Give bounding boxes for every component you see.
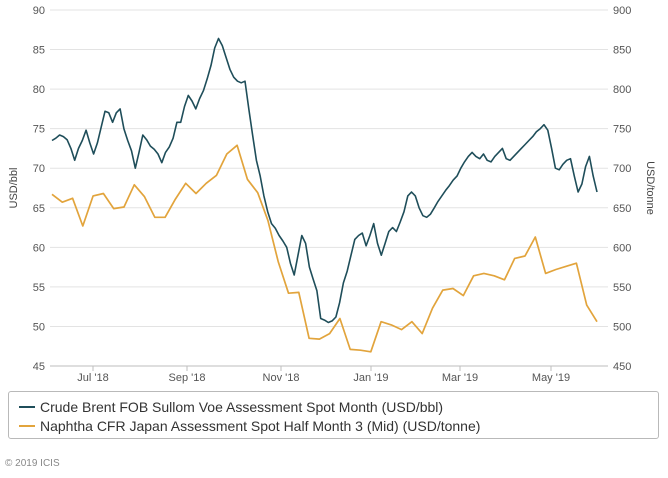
y-axis-left-ticks: 45 50 55 60 65 70 75 80 85 90	[33, 5, 45, 373]
y-axis-left-title: USD/bbl	[8, 168, 20, 209]
y-tick-label-right: 750	[613, 124, 631, 136]
y-tick-label-right: 600	[613, 242, 631, 254]
y-tick-label-right: 800	[613, 84, 631, 96]
y-tick-label-left: 85	[33, 45, 45, 57]
y-tick-label-right: 450	[613, 361, 631, 373]
legend: Crude Brent FOB Sullom Voe Assessment Sp…	[8, 391, 659, 439]
y-axis-right-title: USD/tonne	[644, 161, 656, 215]
y-tick-label-left: 75	[33, 124, 45, 136]
x-tick-label: Mar '19	[442, 372, 478, 384]
y-tick-label-right: 850	[613, 45, 631, 57]
x-axis-ticks: Jul '18 Sep '18 Nov '18 Jan '19 Mar '19 May '…	[77, 366, 570, 384]
copyright: © 2019 ICIS	[5, 458, 60, 469]
legend-item-naphtha[interactable]: Naphtha CFR Japan Assessment Spot Half M…	[19, 417, 480, 435]
y-tick-label-left: 65	[33, 203, 45, 215]
y-tick-label-right: 700	[613, 163, 631, 175]
y-tick-label-right: 550	[613, 282, 631, 294]
x-tick-label: May '19	[532, 372, 570, 384]
x-tick-label: Nov '18	[263, 372, 300, 384]
y-tick-label-left: 90	[33, 5, 45, 17]
y-tick-label-right: 650	[613, 203, 631, 215]
y-tick-label-right: 500	[613, 321, 631, 333]
legend-label-crude-brent: Crude Brent FOB Sullom Voe Assessment Sp…	[40, 399, 444, 415]
y-tick-label-left: 50	[33, 321, 45, 333]
legend-swatch-crude-brent	[19, 406, 35, 408]
legend-swatch-naphtha	[19, 425, 35, 427]
y-axis-right-ticks: 450 500 550 600 650 700 750 800 850 900	[613, 5, 631, 373]
x-tick-label: Jan '19	[353, 372, 388, 384]
y-tick-label-left: 45	[33, 361, 45, 373]
line-chart: 45 50 55 60 65 70 75 80 85 90 450 500 550 600 650 700 7…	[8, 5, 656, 384]
series-line-naphtha	[51, 144, 598, 353]
x-tick-label: Jul '18	[77, 372, 108, 384]
x-tick-label: Sep '18	[169, 372, 206, 384]
y-tick-label-left: 70	[33, 163, 45, 175]
series-line-crude-brent	[51, 37, 598, 324]
grid-lines	[50, 9, 608, 367]
legend-label-naphtha: Naphtha CFR Japan Assessment Spot Half M…	[40, 418, 481, 434]
series-lines	[51, 37, 598, 353]
y-tick-label-left: 55	[33, 282, 45, 294]
y-tick-label-right: 900	[613, 5, 631, 17]
y-tick-label-left: 80	[33, 84, 45, 96]
legend-item-crude-brent[interactable]: Crude Brent FOB Sullom Voe Assessment Sp…	[19, 398, 443, 416]
y-tick-label-left: 60	[33, 242, 45, 254]
